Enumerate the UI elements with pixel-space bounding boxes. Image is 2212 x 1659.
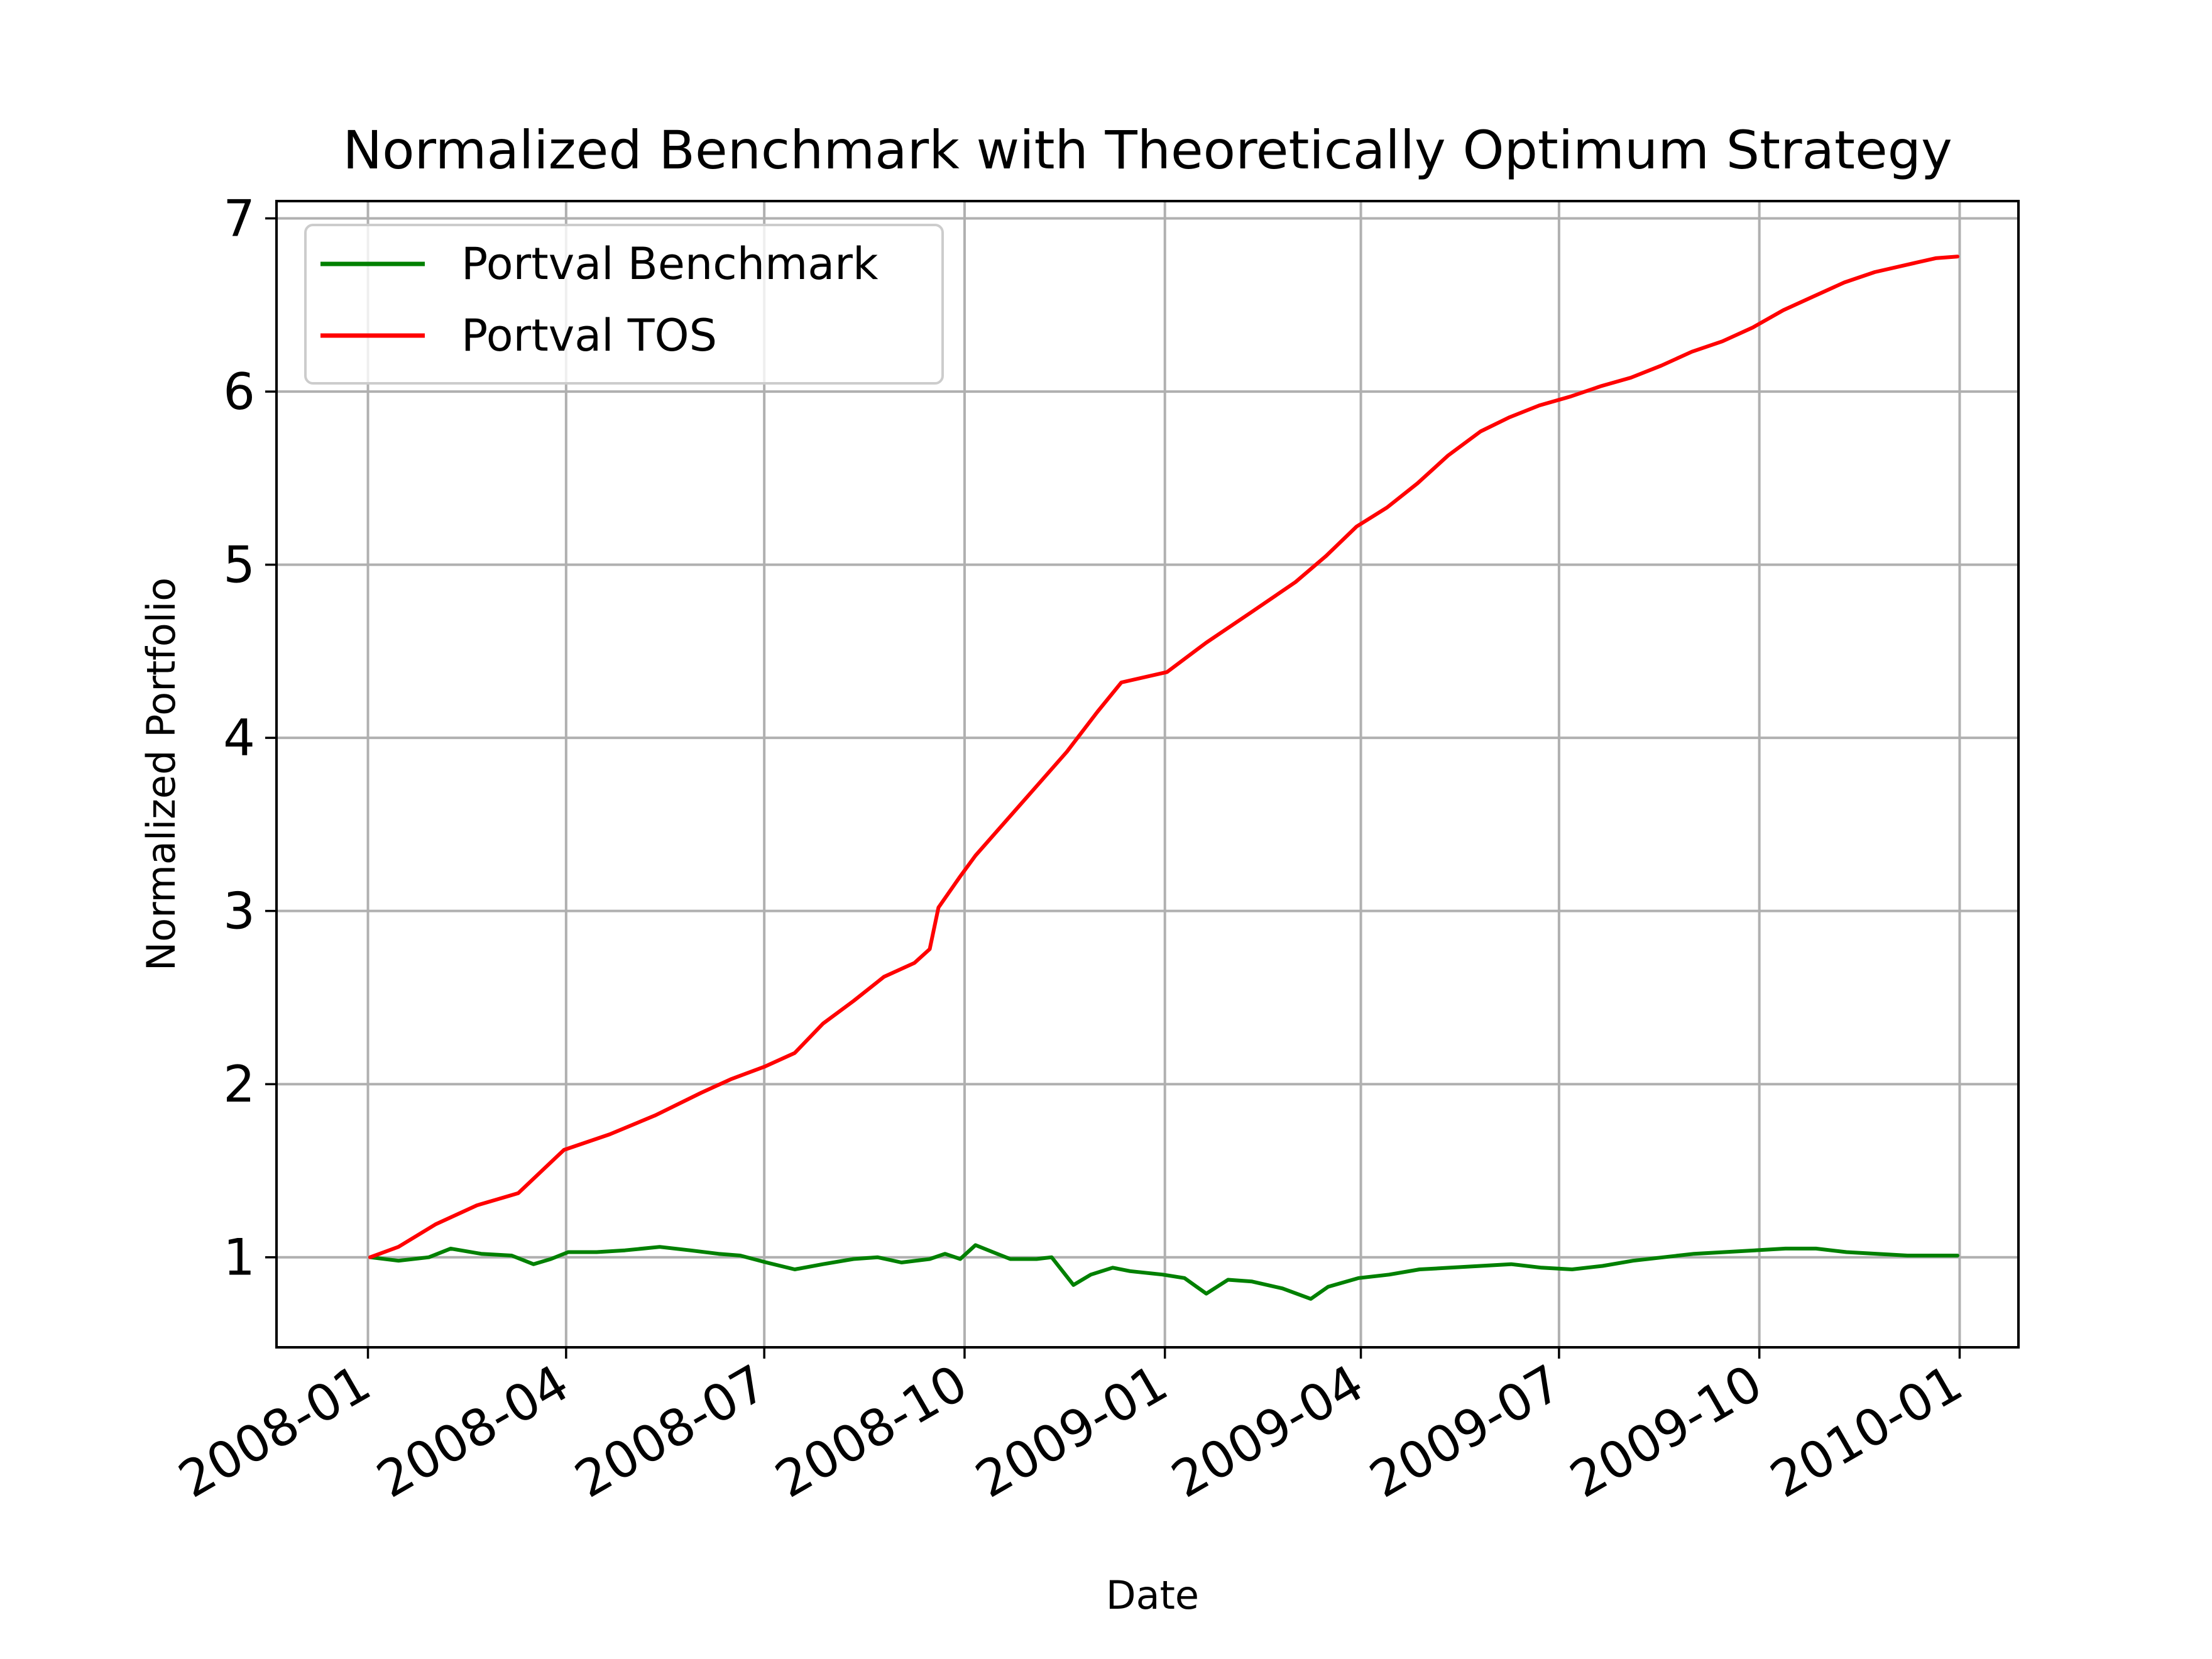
- legend-label-benchmark: Portval Benchmark: [461, 238, 879, 290]
- chart-title: Normalized Benchmark with Theoretically …: [342, 119, 1952, 181]
- legend-label-tos: Portval TOS: [461, 310, 717, 361]
- legend-box: [304, 224, 944, 385]
- y-tick-label: 7: [223, 190, 255, 248]
- plot-frame: [275, 200, 2020, 1349]
- y-tick-label: 1: [223, 1229, 255, 1287]
- y-tick-label: 4: [223, 709, 255, 767]
- series-line-benchmark: [368, 1243, 1959, 1301]
- y-tick-label: 5: [223, 536, 255, 594]
- x-axis-label: Date: [1106, 1572, 1199, 1618]
- series-line-tos: [368, 255, 1959, 1259]
- horizontal-grid: [276, 217, 2018, 1259]
- y-axis-ticks: 1 2 3 4 5 6 7: [223, 190, 276, 1287]
- y-axis-label: Normalized Portfolio: [138, 578, 184, 971]
- y-tick-label: 6: [223, 363, 255, 421]
- series-layer: [368, 255, 1959, 1301]
- y-tick-label: 3: [223, 882, 255, 941]
- legend: Portval Benchmark Portval TOS: [304, 224, 944, 385]
- y-tick-label: 2: [223, 1055, 255, 1114]
